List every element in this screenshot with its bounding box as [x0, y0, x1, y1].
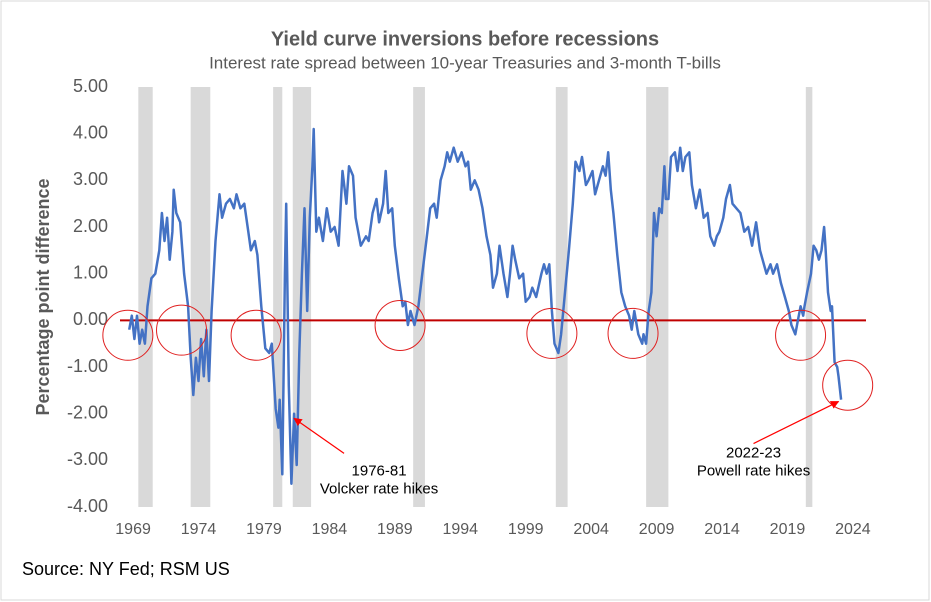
source: Source: NY Fed; RSM US	[22, 559, 230, 579]
x-tick-label: 1994	[442, 521, 478, 538]
chart-title: Yield curve inversions before recessions	[271, 28, 659, 50]
recession-band	[805, 87, 813, 507]
annotation-text: 1976-81	[352, 462, 407, 479]
x-tick-label: 1979	[246, 521, 282, 538]
x-tick-label: 1969	[115, 521, 151, 538]
highlight-circle	[374, 299, 426, 351]
highlight-circle	[156, 304, 208, 356]
recession-band	[273, 87, 283, 507]
highlight-circle	[526, 307, 578, 359]
x-tick-label: 2009	[639, 521, 675, 538]
annotation-arrow	[293, 417, 345, 454]
highlight-circle	[230, 309, 282, 361]
y-axis-label: Percentage point difference	[33, 178, 53, 415]
x-tick-label: 2004	[573, 521, 609, 538]
y-tick-label: 3.00	[73, 169, 108, 189]
y-tick-label: 1.00	[73, 262, 108, 282]
highlight-circle	[102, 309, 154, 361]
y-tick-label: -2.00	[67, 402, 108, 422]
y-tick-label: -1.00	[67, 356, 108, 376]
recession-band	[555, 87, 568, 507]
recession-band	[138, 87, 153, 507]
y-tick-label: -3.00	[67, 449, 108, 469]
y-tick-label: 5.00	[73, 76, 108, 96]
highlight-circle	[822, 359, 874, 411]
x-tick-label: 2024	[835, 521, 871, 538]
highlight-circle	[607, 307, 659, 359]
x-tick-label: 1999	[508, 521, 544, 538]
annotation-arrow	[753, 400, 840, 445]
x-tick-label: 2019	[770, 521, 806, 538]
annotation-text: Powell rate hikes	[697, 463, 810, 480]
highlight-circle	[775, 309, 827, 361]
y-tick-label: 0.00	[73, 309, 108, 329]
spread-line	[127, 127, 843, 485]
y-tick-label: 4.00	[73, 122, 108, 142]
x-tick-label: 1974	[181, 521, 217, 538]
x-tick-label: 2014	[704, 521, 740, 538]
y-tick-label: -4.00	[67, 496, 108, 516]
chart-subtitle: Interest rate spread between 10-year Tre…	[209, 53, 721, 72]
annotation-text: Volcker rate hikes	[320, 480, 438, 497]
x-tick-label: 1989	[377, 521, 413, 538]
y-tick-label: 2.00	[73, 216, 108, 236]
annotation-text: 2022-23	[726, 445, 781, 462]
recession-band	[190, 87, 211, 507]
x-tick-label: 1984	[312, 521, 348, 538]
